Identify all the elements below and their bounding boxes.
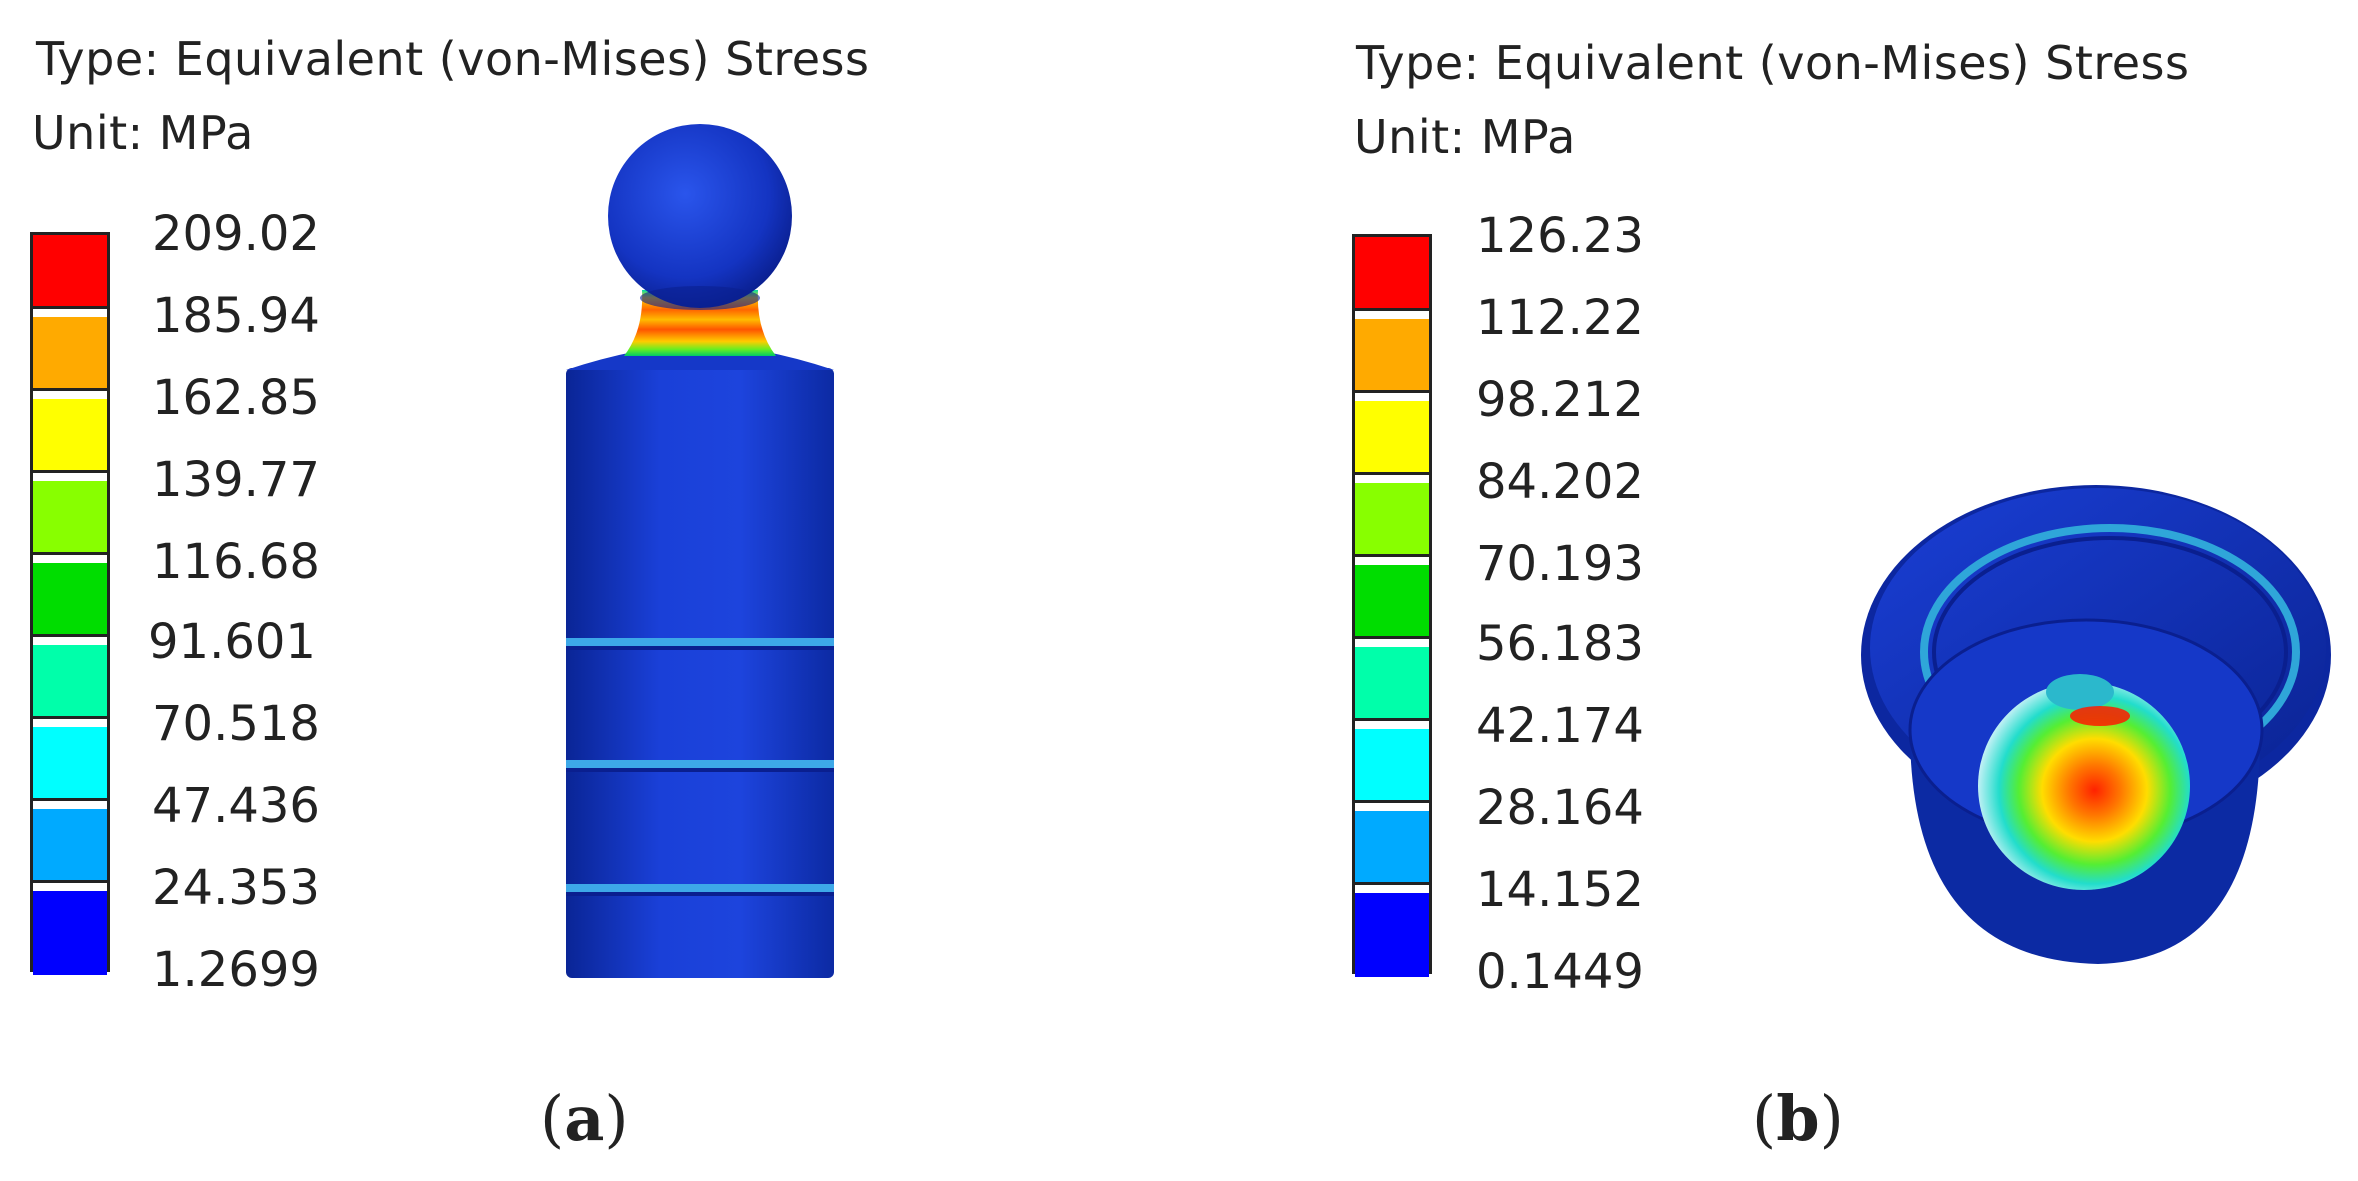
legend-tick: 126.23 xyxy=(1476,208,1644,264)
legend-swatch-green xyxy=(33,563,107,637)
legend-tick: 47.436 xyxy=(152,778,320,834)
legend-swatch-red xyxy=(1355,237,1429,311)
caption-letter: a xyxy=(564,1082,605,1155)
panel-b: Type: Equivalent (von-Mises) Stress Unit… xyxy=(1340,0,2358,1181)
unit-label: Unit: MPa xyxy=(32,106,254,160)
panel-caption: (b) xyxy=(1752,1088,1844,1150)
color-legend-bar xyxy=(30,232,110,975)
pin-body xyxy=(566,346,834,978)
legend-tick: 70.193 xyxy=(1476,536,1644,592)
legend-tick: 84.202 xyxy=(1476,454,1644,510)
caption-paren-open: ( xyxy=(540,1082,565,1155)
legend-swatch-skyblue xyxy=(1355,811,1429,885)
legend-swatch-yellow xyxy=(1355,401,1429,475)
caption-letter: b xyxy=(1776,1082,1820,1155)
caption-paren-close: ) xyxy=(1819,1082,1844,1155)
legend-tick: 14.152 xyxy=(1476,862,1644,918)
socket-cavity xyxy=(1978,674,2190,890)
legend-swatch-orange xyxy=(1355,319,1429,393)
socket-cup-stress-model xyxy=(1861,485,2331,964)
caption-paren-close: ) xyxy=(604,1082,629,1155)
result-type-label: Type: Equivalent (von-Mises) Stress xyxy=(36,32,870,86)
ball-pin-stress-model xyxy=(566,124,834,978)
caption-paren-open: ( xyxy=(1752,1082,1777,1155)
legend-tick: 185.94 xyxy=(152,288,320,344)
legend-tick: 209.02 xyxy=(152,206,320,262)
legend-tick: 56.183 xyxy=(1476,616,1644,672)
result-type-label: Type: Equivalent (von-Mises) Stress xyxy=(1356,36,2190,90)
unit-label: Unit: MPa xyxy=(1354,110,1576,164)
legend-tick: 42.174 xyxy=(1476,698,1644,754)
legend-swatch-yellow xyxy=(33,399,107,473)
legend-swatch-cyan xyxy=(1355,729,1429,803)
legend-swatch-yellowgreen xyxy=(33,481,107,555)
legend-tick: 70.518 xyxy=(152,696,320,752)
legend-swatch-blue xyxy=(33,891,107,975)
legend-tick: 0.1449 xyxy=(1476,944,1644,1000)
color-legend-bar xyxy=(1352,234,1432,977)
legend-swatch-skyblue xyxy=(33,809,107,883)
legend-tick: 162.85 xyxy=(152,370,320,426)
legend-swatch-aquamarine xyxy=(1355,647,1429,721)
legend-tick: 1.2699 xyxy=(152,942,320,998)
panel-caption: (a) xyxy=(540,1088,629,1150)
legend-tick: 116.68 xyxy=(152,534,320,590)
legend-swatch-green xyxy=(1355,565,1429,639)
legend-swatch-orange xyxy=(33,317,107,391)
pin-ball-head xyxy=(608,124,792,310)
legend-swatch-aquamarine xyxy=(33,645,107,719)
legend-swatch-blue xyxy=(1355,893,1429,977)
legend-tick: 91.601 xyxy=(148,614,316,670)
panel-a: Type: Equivalent (von-Mises) Stress Unit… xyxy=(30,32,870,1150)
legend-tick: 139.77 xyxy=(152,452,320,508)
legend-tick: 28.164 xyxy=(1476,780,1644,836)
legend-swatch-red xyxy=(33,235,107,309)
legend-tick: 112.22 xyxy=(1476,290,1644,346)
legend-tick: 24.353 xyxy=(152,860,320,916)
legend-swatch-yellowgreen xyxy=(1355,483,1429,557)
legend-tick: 98.212 xyxy=(1476,372,1644,428)
legend-swatch-cyan xyxy=(33,727,107,801)
